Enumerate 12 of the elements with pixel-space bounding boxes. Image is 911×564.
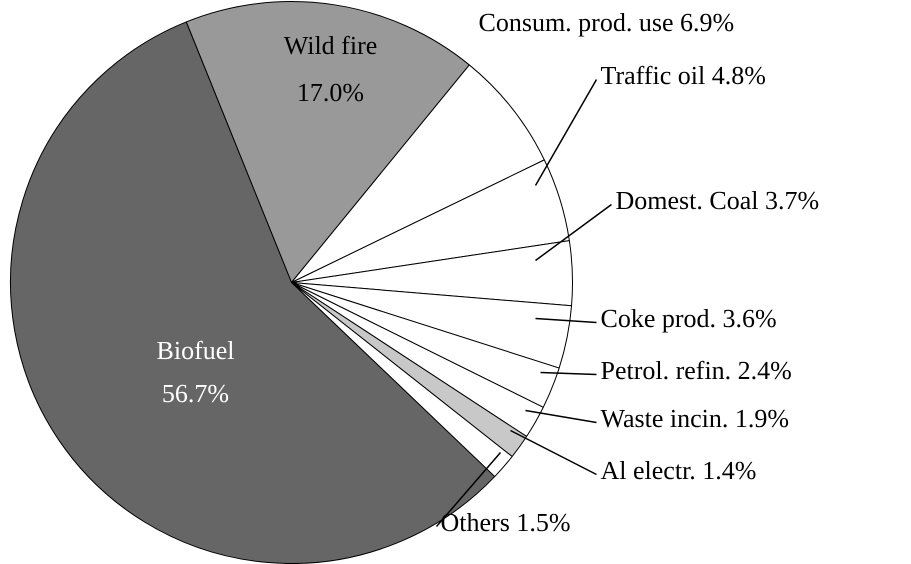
slice-label: Others 1.5%	[440, 508, 570, 537]
slice-label: Waste incin. 1.9%	[600, 404, 790, 433]
data-label: 56.7%	[162, 379, 230, 408]
slice-label: Traffic oil 4.8%	[600, 61, 766, 90]
slice-label: Petrol. refin. 2.4%	[600, 356, 792, 385]
slice-label: Biofuel	[156, 336, 235, 365]
slice-label: Domest. Coal 3.7%	[616, 186, 820, 215]
data-label: 17.0%	[296, 78, 364, 107]
slice-label: Wild fire	[284, 31, 378, 60]
slice-label: Al electr. 1.4%	[600, 456, 756, 485]
slice-label: Consum. prod. use 6.9%	[478, 8, 734, 37]
slice-label: Coke prod. 3.6%	[600, 304, 777, 333]
